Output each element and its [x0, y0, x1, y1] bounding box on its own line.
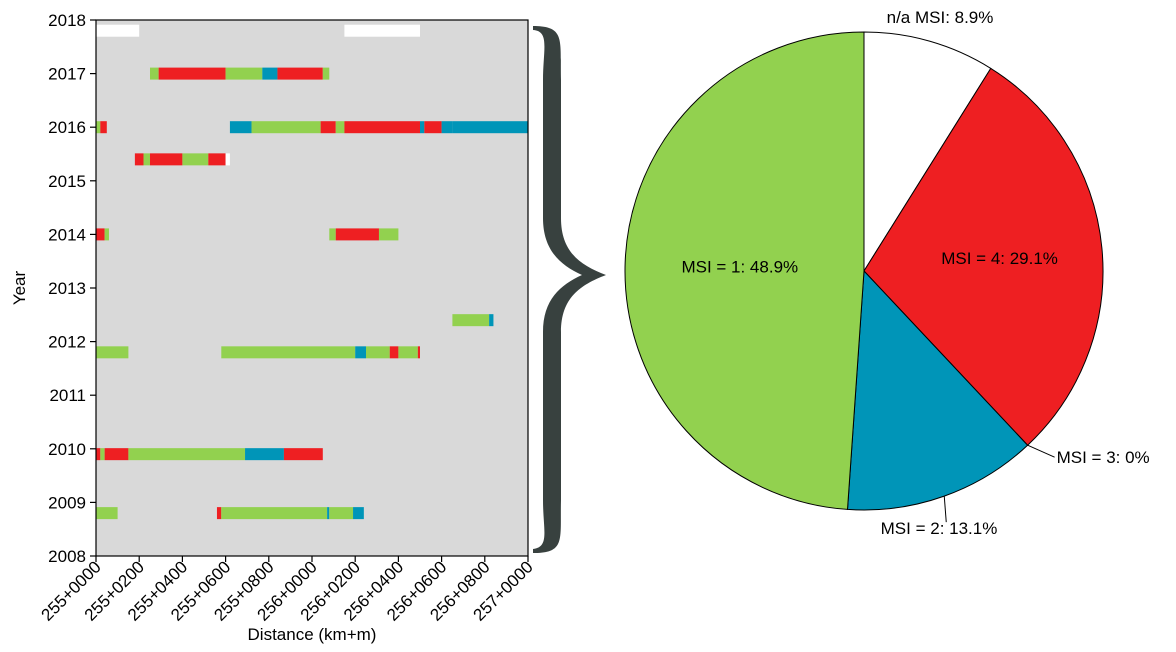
msi-segment [277, 67, 323, 80]
msi-segment [221, 346, 356, 359]
pie-slice [624, 31, 865, 510]
msi-segment [335, 121, 345, 134]
msi-segment [322, 67, 330, 80]
msi-segment [389, 346, 399, 359]
pie-slice-label: n/a MSI: 8.9% [887, 8, 994, 27]
msi-segment [262, 67, 278, 80]
y-tick-label: 2011 [49, 386, 86, 405]
msi-segment [104, 448, 129, 461]
msi-segment [158, 67, 226, 80]
y-tick-label: 2014 [48, 225, 86, 244]
y-axis: 2008 2009 2010 2011 2012 2013 2014 2015 2016 2017… [48, 11, 96, 566]
msi-segment [378, 228, 399, 241]
y-tick-label: 2018 [48, 11, 86, 30]
x-axis-title: Distance (km+m) [248, 625, 377, 644]
curly-brace-connector [533, 26, 606, 553]
msi-segment [150, 67, 159, 80]
msi-heatmap: 2008 2009 2010 2011 2012 2013 2014 2015 2016 2017… [10, 11, 537, 644]
y-axis-title: Year [10, 270, 29, 305]
y-tick-label: 2015 [48, 172, 86, 191]
pie-slice-label: MSI = 2: 13.1% [881, 519, 998, 538]
msi-segment [355, 346, 366, 359]
x-axis: 255+0000255+0200255+0400255+0600255+0800… [38, 556, 537, 625]
pie-leader-line [943, 496, 947, 523]
msi-segment [366, 346, 390, 359]
msi-segment [441, 121, 453, 134]
msi-segment [335, 228, 379, 241]
msi-segment [229, 121, 252, 134]
msi-segment [96, 346, 129, 359]
y-tick-label: 2016 [48, 118, 86, 137]
msi-segment [420, 121, 425, 134]
y-tick-label: 2017 [48, 65, 86, 84]
msi-segment [452, 121, 528, 134]
msi-segment [128, 448, 246, 461]
y-tick-label: 2013 [48, 279, 86, 298]
y-tick-label: 2008 [48, 547, 86, 566]
msi-segment [344, 121, 420, 134]
pie-slice-label: MSI = 3: 0% [1057, 448, 1150, 467]
msi-segments [96, 24, 528, 520]
pie-slice [863, 67, 1104, 446]
msi-segment [225, 153, 230, 166]
msi-segment [327, 507, 330, 520]
msi-segment [96, 448, 101, 461]
msi-segment [216, 507, 222, 520]
pie-slice [863, 31, 992, 273]
msi-segment [424, 121, 442, 134]
msi-segment [398, 346, 418, 359]
msi-segment [329, 507, 354, 520]
msi-segment [96, 121, 101, 134]
msi-segment [96, 24, 140, 37]
msi-segment [96, 507, 118, 520]
pie-slice-label: MSI = 1: 48.9% [681, 258, 798, 277]
y-tick-label: 2010 [48, 440, 86, 459]
msi-segment [134, 153, 144, 166]
msi-segment [143, 153, 150, 166]
pie-leader-line [1027, 444, 1055, 458]
msi-segment [100, 448, 105, 461]
msi-segment [251, 121, 321, 134]
pie-slice-label: MSI = 4: 29.1% [941, 249, 1058, 268]
y-tick-label: 2012 [48, 333, 86, 352]
msi-segment [283, 448, 323, 461]
plot-area-background [96, 20, 528, 556]
msi-segment [150, 153, 183, 166]
msi-segment [417, 346, 420, 359]
msi-pie-chart: n/a MSI: 8.9% MSI = 4: 29.1% MSI = 3: 0% MS… [624, 8, 1150, 538]
msi-segment [221, 507, 328, 520]
msi-segment [353, 507, 364, 520]
msi-segment [245, 448, 284, 461]
msi-segment [489, 314, 494, 327]
msi-segment [100, 121, 107, 134]
msi-segment [96, 228, 105, 241]
y-tick-label: 2009 [48, 493, 86, 512]
msi-segment [182, 153, 209, 166]
msi-segment [320, 121, 336, 134]
msi-segment [329, 228, 336, 241]
msi-segment [452, 314, 490, 327]
msi-segment [344, 24, 420, 37]
msi-segment [104, 228, 109, 241]
msi-segment [208, 153, 226, 166]
msi-segment [225, 67, 263, 80]
